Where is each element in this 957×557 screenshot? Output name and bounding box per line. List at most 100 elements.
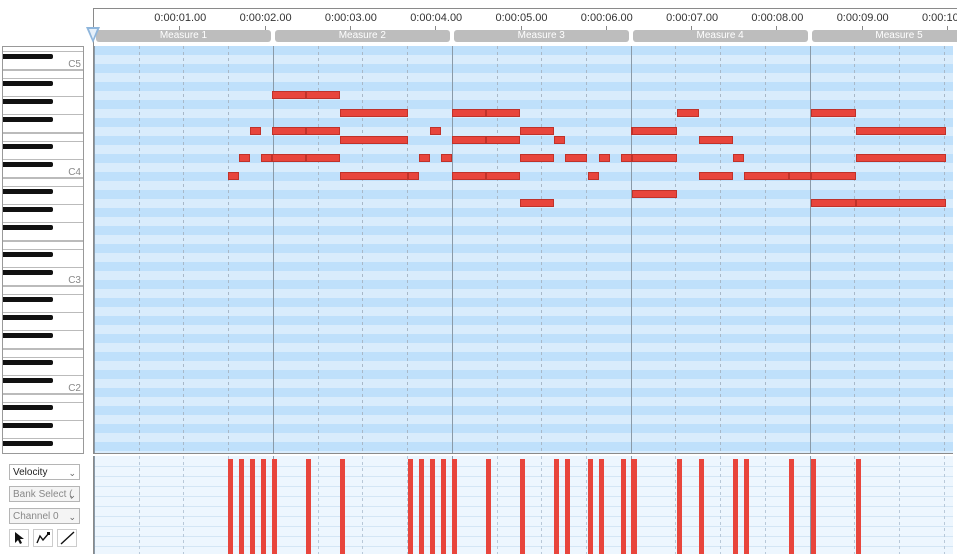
velocity-bar[interactable] [419,459,424,554]
midi-note[interactable] [632,190,677,198]
draw-curve-tool-button[interactable] [33,529,53,547]
black-key[interactable] [3,315,53,320]
midi-note[interactable] [588,172,599,180]
midi-note[interactable] [554,136,565,144]
channel-select[interactable]: Channel 0 ⌄ [9,508,80,524]
midi-note[interactable] [856,154,946,162]
black-key[interactable] [3,162,53,167]
midi-note[interactable] [486,172,520,180]
black-key[interactable] [3,99,53,104]
measure-marker[interactable]: Measure 3 [453,30,629,42]
midi-note[interactable] [272,127,306,135]
measure-marker[interactable]: Measure 2 [274,30,450,42]
midi-note[interactable] [306,154,340,162]
velocity-bar[interactable] [554,459,559,554]
velocity-bar[interactable] [239,459,244,554]
velocity-bar[interactable] [340,459,345,554]
black-key[interactable] [3,189,53,194]
black-key[interactable] [3,297,53,302]
velocity-bar[interactable] [621,459,626,554]
velocity-bar[interactable] [520,459,525,554]
midi-note[interactable] [632,154,677,162]
midi-note[interactable] [744,172,789,180]
midi-note[interactable] [632,127,677,135]
midi-note[interactable] [699,136,733,144]
velocity-lane[interactable] [93,456,953,554]
midi-note[interactable] [452,109,486,117]
midi-note[interactable] [430,127,441,135]
midi-note[interactable] [486,109,520,117]
velocity-bar[interactable] [677,459,682,554]
black-key[interactable] [3,225,53,230]
midi-note[interactable] [408,172,419,180]
velocity-bar[interactable] [565,459,570,554]
black-key[interactable] [3,333,53,338]
measure-marker[interactable]: Measure 4 [632,30,808,42]
midi-note[interactable] [441,154,452,162]
velocity-bar[interactable] [261,459,266,554]
controller-type-select[interactable]: Velocity ⌄ [9,464,80,480]
black-key[interactable] [3,252,53,257]
midi-note[interactable] [261,154,272,162]
velocity-bar[interactable] [744,459,749,554]
timeline-ruler[interactable]: 0:00:01.00 0:00:02.00 0:00:03.00 0:00:04.00… [93,8,957,46]
velocity-bar[interactable] [250,459,255,554]
velocity-bar[interactable] [441,459,446,554]
midi-note[interactable] [856,127,946,135]
midi-note[interactable] [340,172,408,180]
bank-select[interactable]: Bank Select ( ⌄ [9,486,80,502]
velocity-bar[interactable] [452,459,457,554]
midi-note[interactable] [599,154,610,162]
midi-note[interactable] [565,154,587,162]
velocity-bar[interactable] [811,459,816,554]
black-key[interactable] [3,144,53,149]
black-key[interactable] [3,378,53,383]
midi-note[interactable] [250,127,261,135]
pointer-tool-button[interactable] [9,529,29,547]
midi-note[interactable] [789,172,811,180]
midi-note[interactable] [272,91,306,99]
black-key[interactable] [3,270,53,275]
midi-note[interactable] [452,172,486,180]
black-key[interactable] [3,207,53,212]
black-key[interactable] [3,117,53,122]
note-grid[interactable] [93,46,953,454]
midi-note[interactable] [811,199,856,207]
midi-note[interactable] [733,154,744,162]
midi-note[interactable] [520,127,554,135]
line-tool-button[interactable] [57,529,77,547]
midi-note[interactable] [856,199,946,207]
midi-note[interactable] [621,154,632,162]
midi-note[interactable] [699,172,733,180]
velocity-bar[interactable] [699,459,704,554]
velocity-bar[interactable] [408,459,413,554]
midi-note[interactable] [228,172,239,180]
black-key[interactable] [3,360,53,365]
velocity-bar[interactable] [588,459,593,554]
velocity-bar[interactable] [272,459,277,554]
midi-note[interactable] [677,109,699,117]
midi-note[interactable] [340,109,408,117]
midi-note[interactable] [811,172,856,180]
midi-note[interactable] [272,154,306,162]
velocity-bar[interactable] [430,459,435,554]
midi-note[interactable] [486,136,520,144]
black-key[interactable] [3,441,53,446]
velocity-bar[interactable] [856,459,861,554]
midi-note[interactable] [520,154,554,162]
midi-note[interactable] [306,127,340,135]
velocity-bar[interactable] [306,459,311,554]
midi-note[interactable] [306,91,340,99]
midi-note[interactable] [811,109,856,117]
velocity-bar[interactable] [486,459,491,554]
midi-note[interactable] [452,136,486,144]
black-key[interactable] [3,423,53,428]
piano-keyboard[interactable]: C5 C4 C3 C2 [2,46,84,454]
black-key[interactable] [3,405,53,410]
midi-note[interactable] [340,136,408,144]
black-key[interactable] [3,81,53,86]
velocity-bar[interactable] [733,459,738,554]
measure-marker[interactable]: Measure 1 [96,30,271,42]
velocity-bar[interactable] [599,459,604,554]
velocity-bar[interactable] [789,459,794,554]
